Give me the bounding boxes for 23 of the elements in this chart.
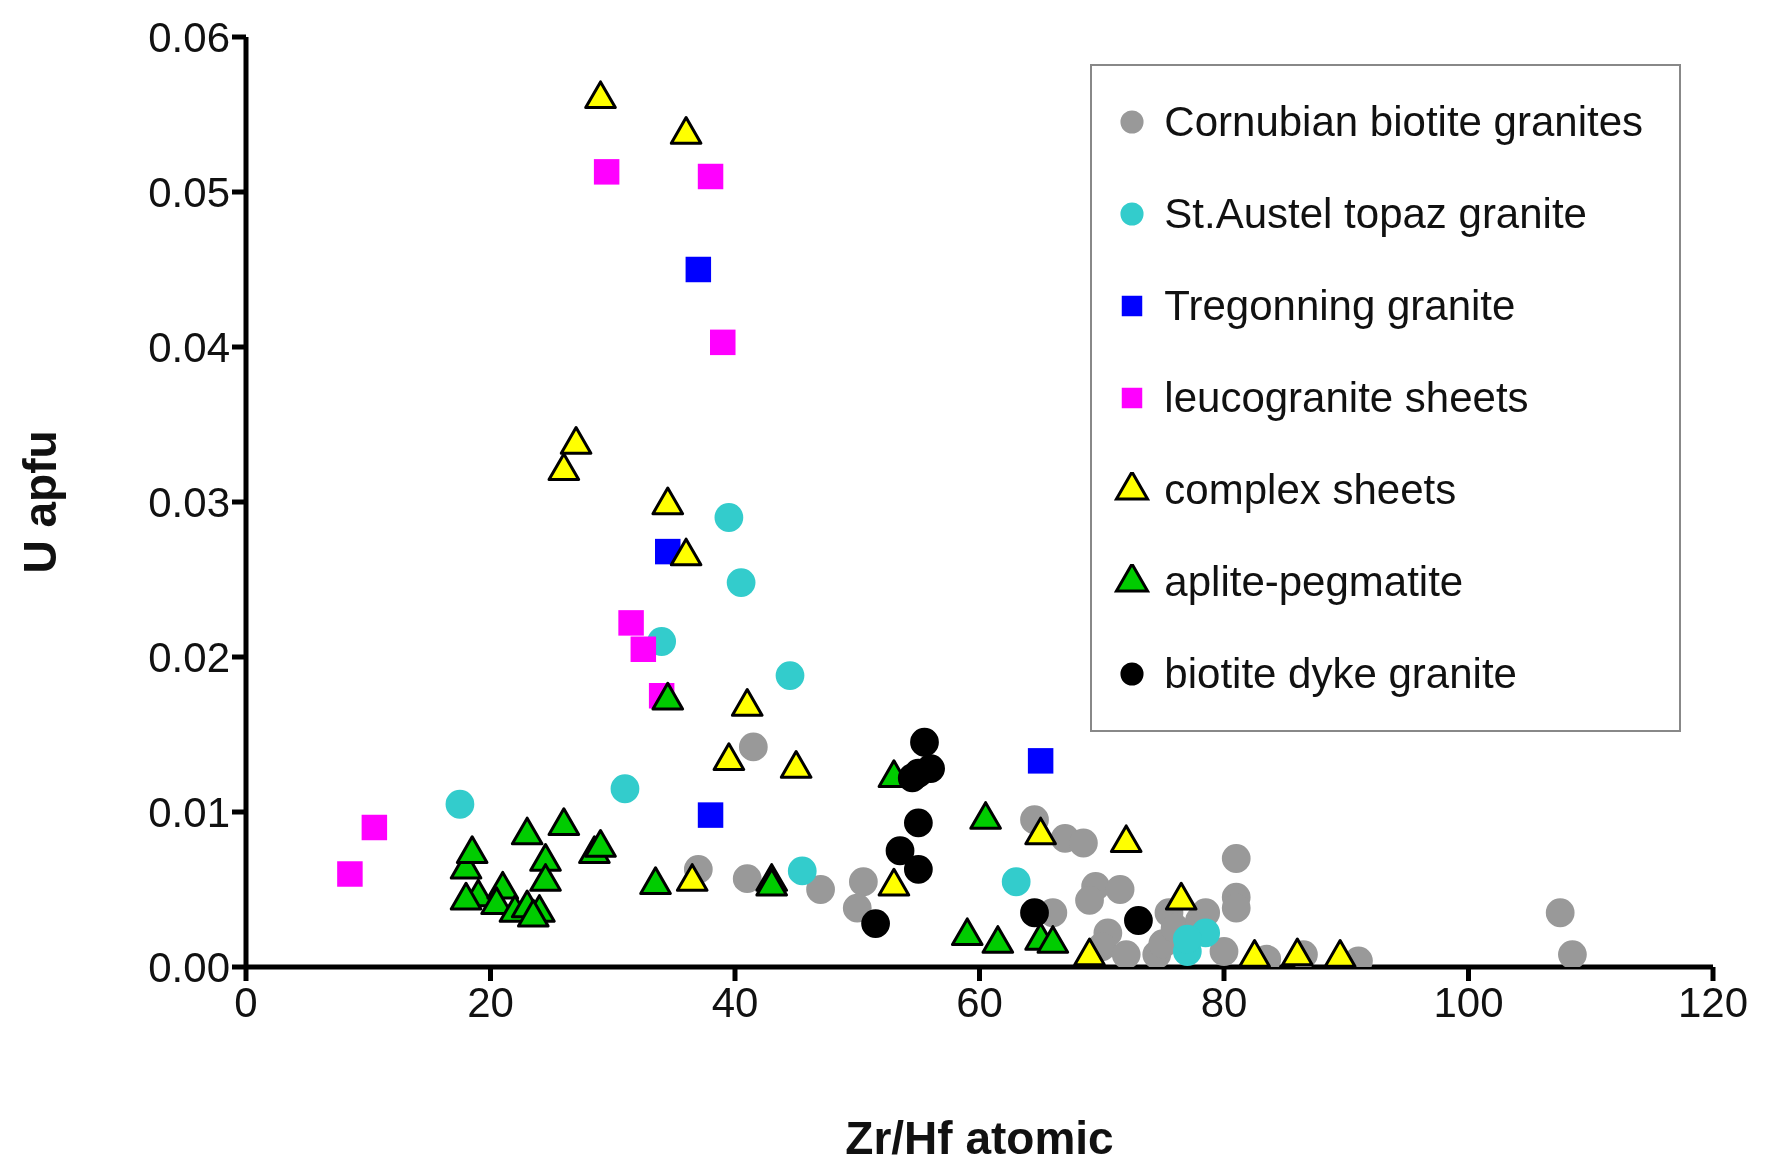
x-tick-label: 20 (467, 979, 514, 1026)
x-tick-label: 60 (956, 979, 1003, 1026)
legend-label: St.Austel topaz granite (1164, 190, 1587, 238)
y-axis-title: U apfu (14, 430, 67, 574)
x-axis-title: Zr/Hf atomic (845, 1112, 1114, 1164)
y-tick-label: 0.06 (148, 13, 230, 61)
legend-label: complex sheets (1164, 466, 1457, 514)
y-tick-label: 0.04 (148, 323, 230, 371)
x-tick-label: 0 (234, 979, 258, 1026)
legend-label: Cornubian biotite granites (1164, 98, 1643, 146)
x-tick-label: 120 (1677, 979, 1749, 1026)
y-tick-label: 0.05 (148, 168, 230, 216)
x-tick-label: 80 (1200, 979, 1248, 1026)
y-tick-label: 0.00 (148, 943, 230, 991)
y-tick-label: 0.02 (148, 633, 230, 681)
legend-label: leucogranite sheets (1164, 374, 1529, 422)
x-tick-label: 100 (1433, 979, 1504, 1026)
legend-label: biotite dyke granite (1164, 650, 1517, 698)
x-tick-label: 40 (711, 979, 759, 1026)
legend-label: Tregonning granite (1164, 282, 1516, 330)
y-tick-label: 0.01 (148, 788, 230, 836)
y-tick-label: 0.03 (148, 478, 230, 526)
legend-label: aplite-pegmatite (1164, 558, 1464, 606)
